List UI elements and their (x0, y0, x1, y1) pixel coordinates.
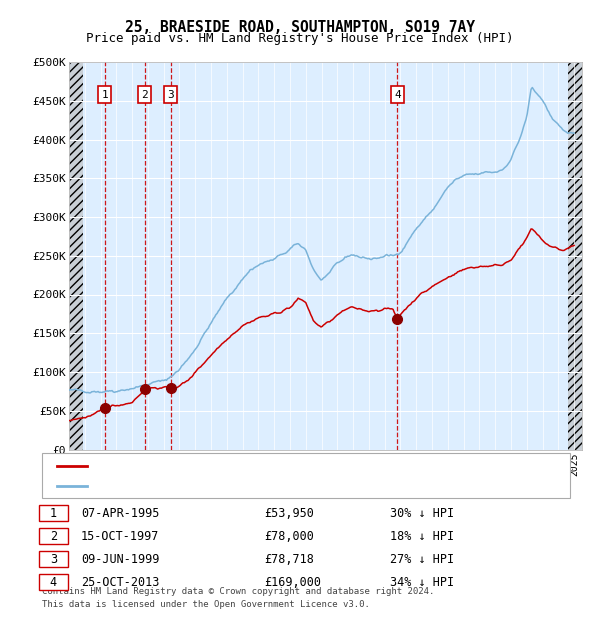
Text: 27% ↓ HPI: 27% ↓ HPI (390, 553, 454, 565)
Text: 15-OCT-1997: 15-OCT-1997 (81, 530, 160, 542)
Text: 4: 4 (50, 576, 57, 588)
Text: 34% ↓ HPI: 34% ↓ HPI (390, 576, 454, 588)
Text: £169,000: £169,000 (264, 576, 321, 588)
Text: 07-APR-1995: 07-APR-1995 (81, 507, 160, 520)
Text: 2: 2 (141, 89, 148, 100)
Text: 18% ↓ HPI: 18% ↓ HPI (390, 530, 454, 542)
Text: 4: 4 (394, 89, 401, 100)
Text: 3: 3 (50, 553, 57, 565)
Text: 25, BRAESIDE ROAD, SOUTHAMPTON, SO19 7AY: 25, BRAESIDE ROAD, SOUTHAMPTON, SO19 7AY (125, 20, 475, 35)
Text: 2: 2 (50, 530, 57, 542)
Text: 25-OCT-2013: 25-OCT-2013 (81, 576, 160, 588)
Text: 30% ↓ HPI: 30% ↓ HPI (390, 507, 454, 520)
Text: £53,950: £53,950 (264, 507, 314, 520)
Text: 3: 3 (167, 89, 174, 100)
Text: 1: 1 (50, 507, 57, 520)
Text: HPI: Average price, detached house, Southampton: HPI: Average price, detached house, Sout… (93, 481, 387, 491)
Text: 25, BRAESIDE ROAD, SOUTHAMPTON, SO19 7AY (detached house): 25, BRAESIDE ROAD, SOUTHAMPTON, SO19 7AY… (93, 461, 449, 471)
Bar (69, 62, 83, 450)
Text: 1: 1 (101, 89, 108, 100)
Text: 09-JUN-1999: 09-JUN-1999 (81, 553, 160, 565)
Text: Contains HM Land Registry data © Crown copyright and database right 2024.: Contains HM Land Registry data © Crown c… (42, 587, 434, 596)
Text: This data is licensed under the Open Government Licence v3.0.: This data is licensed under the Open Gov… (42, 600, 370, 609)
Bar (568, 62, 582, 450)
Text: Price paid vs. HM Land Registry's House Price Index (HPI): Price paid vs. HM Land Registry's House … (86, 32, 514, 45)
Text: £78,718: £78,718 (264, 553, 314, 565)
Text: £78,000: £78,000 (264, 530, 314, 542)
